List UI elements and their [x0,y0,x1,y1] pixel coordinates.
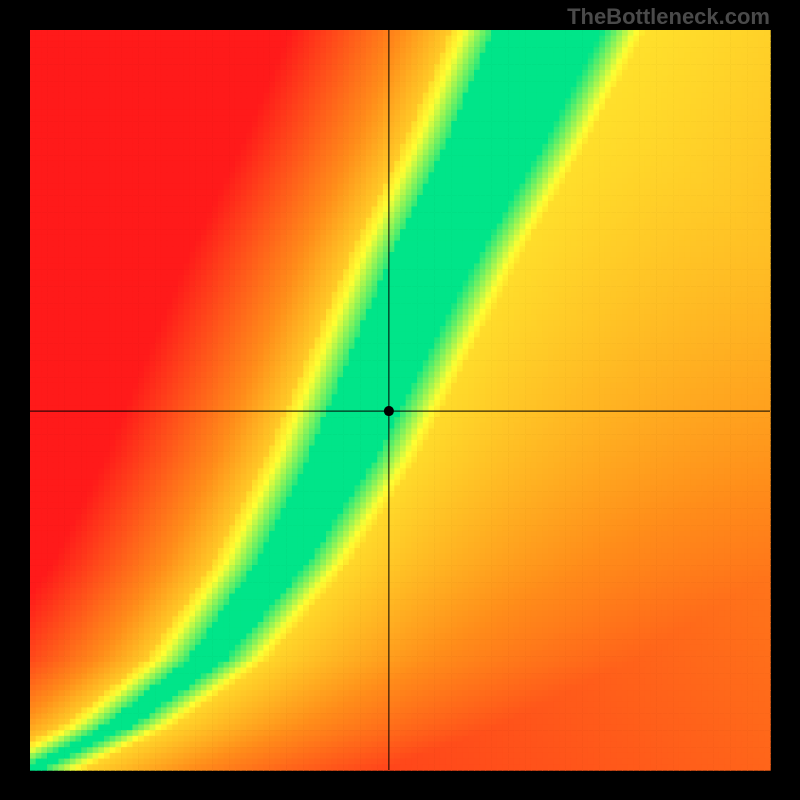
watermark-text: TheBottleneck.com [567,4,770,30]
heatmap-canvas [0,0,800,800]
stage: TheBottleneck.com [0,0,800,800]
